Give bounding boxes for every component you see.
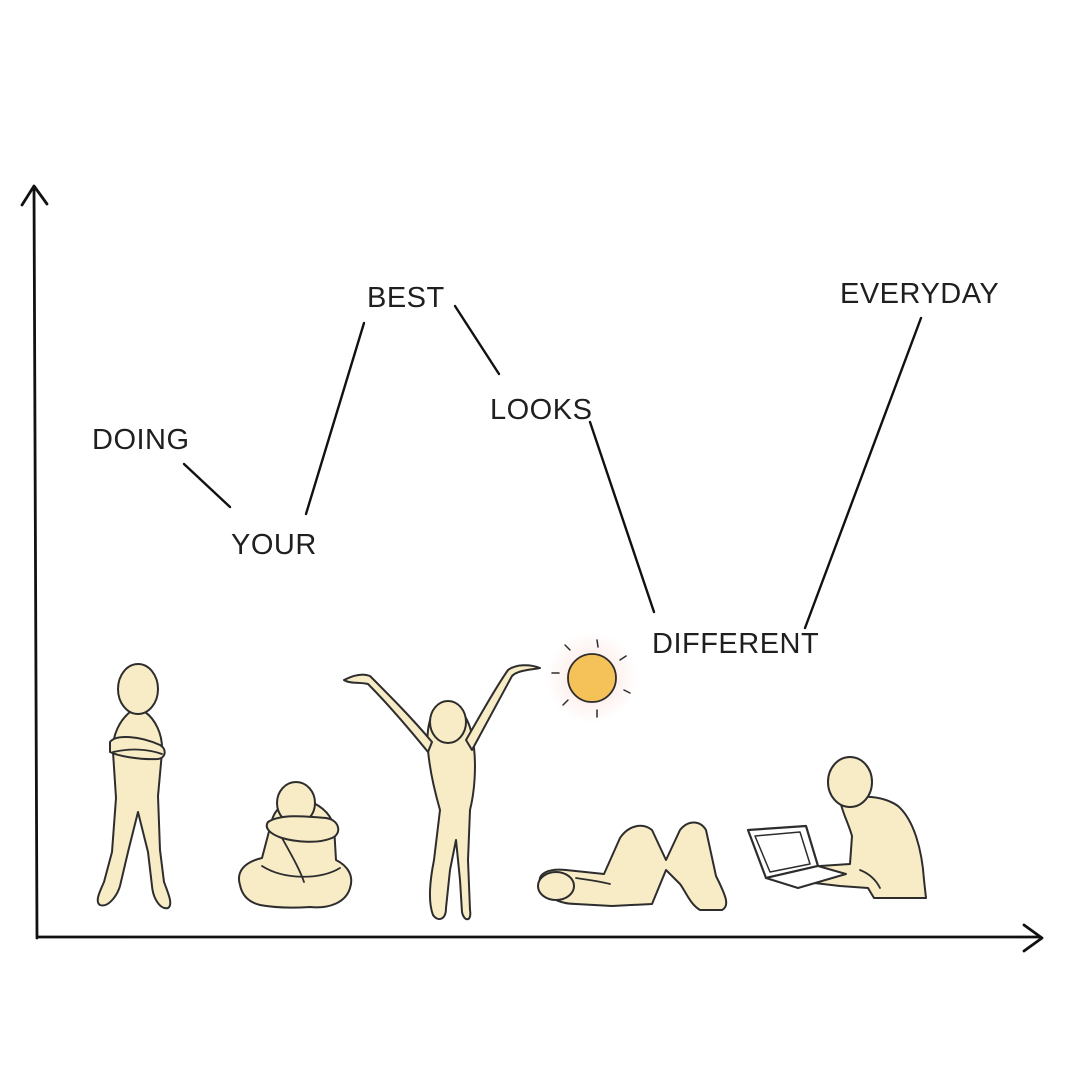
connector-doing-your <box>182 462 232 509</box>
word-your: YOUR <box>231 529 317 561</box>
word-best: BEST <box>367 282 445 314</box>
sun-icon <box>546 632 638 724</box>
connector-lines <box>182 304 923 630</box>
axes <box>20 184 1044 953</box>
figure-sitting-hugging <box>238 781 353 909</box>
connector-your-best <box>304 321 366 516</box>
x-axis-arrowhead <box>1022 923 1044 953</box>
connector-different-everyday <box>803 316 923 630</box>
figure-standing-arms-crossed <box>96 663 172 910</box>
y-axis-arrowhead <box>20 184 49 207</box>
laptop-icon <box>746 824 847 889</box>
word-labels: DOING YOUR BEST LOOKS DIFFERENT EVERYDAY <box>92 278 999 660</box>
word-everyday: EVERYDAY <box>840 278 999 310</box>
word-looks: LOOKS <box>490 394 592 426</box>
figure-lying-down <box>537 821 728 911</box>
word-doing: DOING <box>92 424 190 456</box>
word-different: DIFFERENT <box>652 628 819 660</box>
connector-looks-different <box>588 420 656 614</box>
y-axis <box>32 186 39 940</box>
connector-best-looks <box>453 304 501 376</box>
figure-arms-raised <box>343 664 541 921</box>
